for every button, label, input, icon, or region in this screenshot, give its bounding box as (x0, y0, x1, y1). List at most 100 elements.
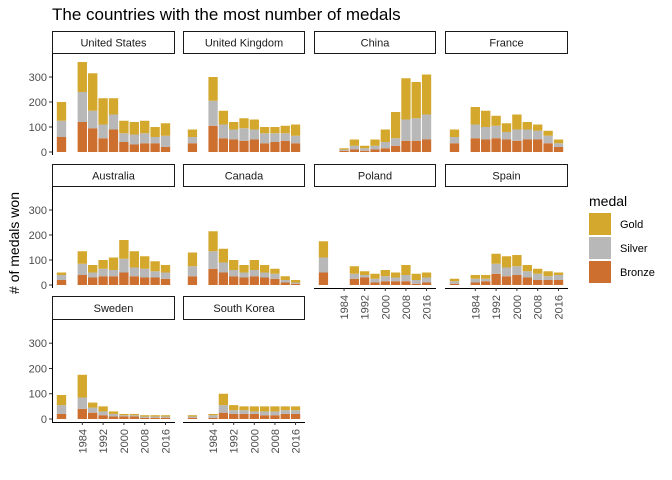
bar-bronze-2016 (421, 282, 432, 285)
bar-bronze-1976 (56, 280, 67, 285)
bar-bronze-1988 (218, 272, 229, 285)
facet-strip (445, 31, 568, 54)
bar-bronze-2016 (290, 413, 301, 419)
facet-label: United Kingdom (205, 38, 283, 50)
bar-silver-2012 (150, 271, 160, 278)
bar-gold-1984 (208, 77, 218, 101)
facet-spain: Spain 1984 1992 2000 2008 2016 (445, 164, 568, 319)
bar-gold-2016 (553, 139, 564, 144)
bar-bronze-1988 (88, 128, 98, 152)
bar-silver-2016 (553, 143, 564, 147)
bar-silver-2000 (512, 266, 522, 275)
bar-gold-2000 (119, 413, 129, 416)
facet-strip (314, 164, 436, 187)
bar-bronze-2004 (390, 145, 401, 152)
bar-silver-2004 (129, 134, 139, 145)
bar-silver-1988 (349, 145, 360, 150)
bar-gold-1976 (56, 102, 67, 121)
bar-silver-1988 (349, 273, 360, 279)
y-tick-label: 0 (41, 280, 47, 292)
bar-bronze-2004 (522, 277, 532, 285)
bar-bronze-1988 (218, 138, 229, 152)
legend: medal Gold Silver Bronze (589, 193, 655, 283)
facet-australia: Australia 0 100 200 300 (29, 164, 175, 292)
bar-bronze-1988 (349, 278, 360, 285)
bar-silver-1996 (239, 410, 249, 414)
bar-silver-1984 (339, 149, 349, 151)
bar-silver-1996 (108, 413, 119, 417)
bar-bronze-1992 (98, 138, 108, 152)
bar-gold-1996 (239, 265, 249, 273)
x-tick-label: 1992 (98, 429, 110, 453)
bar-bronze-2008 (140, 143, 150, 152)
facet-united-kingdom: United Kingdom (183, 31, 305, 152)
facet-strip (183, 296, 305, 320)
facet-label: France (489, 38, 523, 50)
bar-silver-1984 (77, 92, 87, 122)
bar-bronze-2000 (249, 276, 259, 285)
bar-bronze-2012 (543, 280, 553, 285)
bar-gold-2012 (280, 125, 290, 134)
bar-silver-2008 (270, 133, 280, 142)
bar-gold-1992 (229, 122, 239, 130)
bar-gold-2000 (119, 240, 129, 259)
bar-gold-1984 (77, 374, 87, 398)
bar-bronze-1992 (491, 273, 501, 285)
bar-gold-1984 (77, 251, 87, 264)
bar-gold-1988 (481, 110, 491, 127)
facet-strip (314, 31, 436, 54)
facet-label: Poland (358, 171, 392, 183)
bar-bronze-1976 (449, 143, 460, 152)
bar-gold-2000 (249, 260, 259, 270)
bar-gold-2008 (270, 268, 280, 274)
bar-silver-2004 (129, 267, 139, 277)
bar-bronze-2000 (380, 281, 390, 285)
facet-label: Australia (92, 171, 136, 183)
bar-gold-1996 (108, 257, 119, 270)
bar-gold-2000 (249, 119, 259, 130)
bar-silver-2016 (421, 277, 432, 283)
bar-silver-1996 (239, 128, 249, 141)
bar-gold-1976 (56, 395, 67, 406)
bar-silver-1988 (88, 272, 98, 278)
bar-gold-1992 (229, 260, 239, 270)
bar-silver-1992 (360, 275, 370, 278)
bar-silver-2000 (380, 276, 390, 282)
bar-silver-2012 (411, 118, 421, 141)
bar-bronze-1992 (229, 413, 239, 419)
bar-silver-2004 (390, 277, 401, 282)
bar-silver-2008 (533, 130, 543, 140)
legend-label-bronze: Bronze (620, 267, 655, 279)
bar-silver-1996 (239, 272, 249, 278)
bar-silver-1992 (491, 125, 501, 139)
bar-bronze-2016 (160, 417, 171, 419)
bar-gold-2004 (259, 265, 270, 273)
bar-silver-2012 (543, 276, 553, 280)
bar-silver-2016 (553, 275, 564, 280)
facet-strip (52, 31, 175, 54)
bar-gold-2012 (280, 406, 290, 411)
facet-label: United States (80, 38, 147, 50)
bar-bronze-2004 (129, 276, 139, 285)
bar-gold-1992 (98, 98, 108, 125)
x-tick-label: 2016 (161, 429, 173, 453)
bar-silver-2012 (280, 410, 290, 414)
bar-silver-2012 (411, 280, 421, 284)
bar-silver-2000 (249, 270, 259, 277)
bar-bronze-1992 (360, 150, 370, 152)
legend-label-silver: Silver (620, 243, 648, 255)
bar-gold-1992 (98, 260, 108, 269)
bar-gold-2012 (280, 276, 290, 280)
bar-silver-2008 (401, 119, 411, 141)
bar-silver-2008 (140, 133, 150, 144)
facet-label: Canada (225, 171, 264, 183)
bar-gold-2008 (140, 415, 150, 417)
bar-gold-2016 (553, 272, 564, 275)
bar-bronze-2016 (290, 143, 301, 152)
facet-poland: Poland 1984 1992 2000 2008 2016 (314, 164, 436, 319)
facet-france: France (445, 31, 568, 152)
bar-silver-2004 (522, 129, 532, 140)
bar-silver-2012 (280, 280, 290, 283)
bar-bronze-1988 (481, 139, 491, 152)
